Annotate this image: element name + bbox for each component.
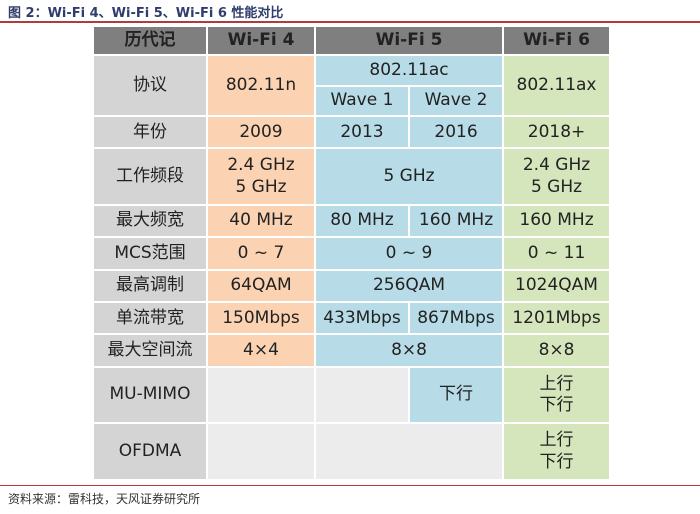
band-wifi6: 2.4 GHz 5 GHz	[504, 149, 610, 204]
protocol-label: 协议	[94, 56, 206, 115]
header-wifi5: Wi-Fi 5	[316, 27, 503, 55]
rate-wave1: 433Mbps	[316, 302, 408, 334]
mumimo-wifi4-empty	[208, 367, 314, 423]
rate-wifi6: 1201Mbps	[504, 302, 610, 334]
band-wifi4-line1: 2.4 GHz	[227, 155, 295, 176]
mumimo-wifi6: 上行 下行	[504, 367, 610, 423]
streams-wifi5: 8×8	[316, 335, 503, 366]
protocol-wifi5: 802.11ac	[316, 56, 503, 85]
band-wifi4: 2.4 GHz 5 GHz	[208, 149, 314, 204]
mumimo-wifi6-line1: 上行	[539, 373, 574, 394]
ofdma-wifi6-line1: 上行	[539, 430, 574, 451]
modulation-wifi6: 1024QAM	[504, 270, 610, 301]
mcs-wifi6: 0 ~ 11	[504, 238, 610, 269]
mcs-wifi4: 0 ~ 7	[208, 238, 314, 269]
mcs-row: MCS范围 0 ~ 7 0 ~ 9 0 ~ 11	[94, 238, 610, 269]
bandwidth-row: 最大频宽 40 MHz 80 MHz 160 MHz 160 MHz	[94, 205, 610, 237]
rate-wifi4: 150Mbps	[208, 302, 314, 334]
modulation-wifi4: 64QAM	[208, 270, 314, 301]
mumimo-row: MU-MIMO 下行 上行 下行	[94, 367, 610, 423]
bandwidth-wave2: 160 MHz	[410, 205, 503, 237]
streams-row: 最大空间流 4×4 8×8 8×8	[94, 335, 610, 366]
mumimo-label: MU-MIMO	[94, 367, 206, 423]
band-wifi6-line1: 2.4 GHz	[522, 155, 591, 176]
bandwidth-wifi6: 160 MHz	[504, 205, 610, 237]
streams-wifi6: 8×8	[504, 335, 610, 366]
ofdma-label: OFDMA	[94, 424, 206, 479]
title-divider	[0, 21, 700, 23]
wave-row: Wave 1 Wave 2	[94, 86, 609, 115]
bandwidth-wave1: 80 MHz	[316, 205, 408, 237]
header-row: 历代记 Wi-Fi 4 Wi-Fi 5 Wi-Fi 6	[94, 27, 610, 55]
rate-wave2: 867Mbps	[410, 302, 503, 334]
band-label: 工作频段	[94, 149, 206, 204]
mumimo-wave2: 下行	[410, 367, 503, 423]
ofdma-row: OFDMA 上行 下行	[94, 424, 610, 479]
streams-wifi4: 4×4	[208, 335, 314, 366]
modulation-label: 最高调制	[94, 270, 206, 301]
bandwidth-wifi4: 40 MHz	[208, 205, 314, 237]
header-history: 历代记	[94, 27, 206, 55]
year-wifi6: 2018+	[504, 116, 610, 148]
mumimo-wave1-empty	[316, 367, 408, 423]
year-row: 年份 2009 2013 2016 2018+	[94, 116, 610, 148]
ofdma-wifi4-empty	[208, 424, 314, 479]
source-divider	[0, 485, 700, 486]
ofdma-wifi6-line2: 下行	[539, 451, 574, 472]
wave1-label: Wave 1	[316, 86, 408, 115]
protocol-wifi4: 802.11n	[208, 56, 314, 115]
figure-title: 图 2：Wi-Fi 4、Wi-Fi 5、Wi-Fi 6 性能对比	[8, 6, 284, 21]
band-wifi5: 5 GHz	[316, 149, 503, 204]
year-wave2: 2016	[410, 116, 503, 148]
header-wifi4: Wi-Fi 4	[208, 27, 314, 55]
streams-label: 最大空间流	[94, 335, 206, 366]
year-wave1: 2013	[316, 116, 408, 148]
modulation-wifi5: 256QAM	[316, 270, 503, 301]
mcs-label: MCS范围	[94, 238, 206, 269]
header-wifi6: Wi-Fi 6	[504, 27, 610, 55]
protocol-wifi6: 802.11ax	[504, 56, 610, 115]
bandwidth-label: 最大频宽	[94, 205, 206, 237]
band-wifi4-line2: 5 GHz	[235, 176, 287, 197]
rate-row: 单流带宽 150Mbps 433Mbps 867Mbps 1201Mbps	[94, 302, 610, 334]
modulation-row: 最高调制 64QAM 256QAM 1024QAM	[94, 270, 610, 301]
protocol-row: 协议 802.11n 802.11ac 802.11ax	[94, 56, 610, 115]
ofdma-wifi6: 上行 下行	[504, 424, 610, 479]
rate-label: 单流带宽	[94, 302, 206, 334]
wave2-label: Wave 2	[410, 86, 503, 115]
source-note: 资料来源：雷科技，天风证券研究所	[8, 492, 201, 506]
mumimo-wifi6-line2: 下行	[539, 394, 574, 415]
band-wifi6-line2: 5 GHz	[530, 176, 583, 197]
comparison-table: 历代记 Wi-Fi 4 Wi-Fi 5 Wi-Fi 6 协议 802.11n 8…	[92, 25, 611, 481]
band-row: 工作频段 2.4 GHz 5 GHz 5 GHz 2.4 GHz 5 GHz	[94, 149, 610, 204]
ofdma-wifi5-empty	[316, 424, 503, 479]
mcs-wifi5: 0 ~ 9	[316, 238, 503, 269]
year-label: 年份	[94, 116, 206, 148]
year-wifi4: 2009	[208, 116, 314, 148]
